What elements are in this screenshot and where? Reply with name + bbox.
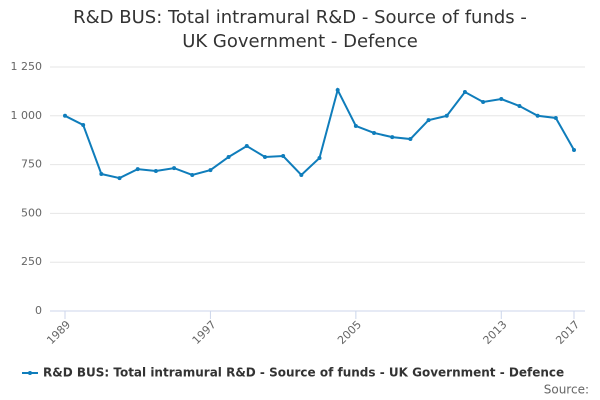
point — [481, 99, 486, 104]
point — [190, 172, 195, 177]
point — [353, 123, 358, 128]
y-tick-label: 500 — [21, 206, 42, 219]
point — [99, 171, 104, 176]
x-tick-label: 2013 — [481, 318, 510, 347]
point — [444, 113, 449, 118]
x-tick-label: 1997 — [190, 318, 219, 347]
point — [299, 172, 304, 177]
point — [335, 88, 340, 93]
y-tick-label: 1 000 — [11, 109, 43, 122]
chart-title: R&D BUS: Total intramural R&D - Source o… — [73, 7, 527, 52]
point — [390, 135, 395, 140]
point — [63, 113, 67, 118]
point — [172, 166, 177, 171]
point — [262, 154, 267, 159]
y-tick-label: 0 — [35, 304, 42, 317]
y-tick-label: 250 — [21, 255, 42, 268]
point — [517, 104, 522, 109]
legend-marker — [28, 371, 32, 375]
y-tick-label: 1 250 — [11, 60, 43, 73]
point — [244, 144, 249, 149]
point — [535, 113, 540, 118]
point — [135, 167, 140, 172]
x-tick-label: 2005 — [335, 318, 364, 347]
y-tick-label: 750 — [21, 158, 42, 171]
point — [81, 122, 86, 127]
point — [462, 89, 467, 94]
point — [408, 137, 413, 142]
point — [499, 97, 504, 102]
point — [317, 155, 322, 160]
source: Source: — [544, 383, 589, 397]
x-tick-label: 2017 — [553, 318, 582, 347]
point — [117, 176, 122, 181]
point — [153, 169, 158, 174]
x-tick-label: 1989 — [44, 318, 73, 347]
point — [572, 147, 576, 152]
point — [226, 154, 231, 159]
legend-label: R&D BUS: Total intramural R&D - Source o… — [43, 366, 564, 380]
point — [281, 154, 286, 159]
point — [426, 118, 431, 123]
point — [372, 130, 377, 135]
point — [553, 115, 558, 120]
point — [208, 168, 213, 173]
